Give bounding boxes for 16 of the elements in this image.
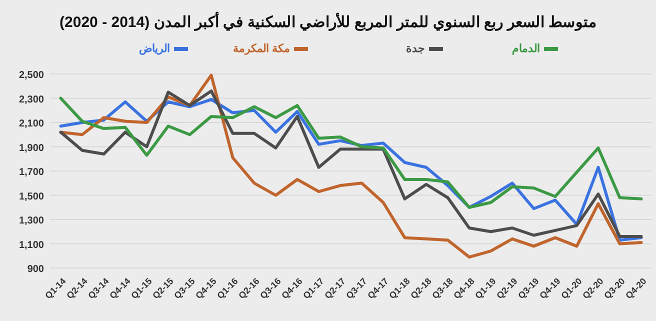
legend-label: الرياض (139, 43, 170, 55)
y-tick-label: 2,500 (18, 70, 44, 81)
y-tick-label: 1,300 (18, 216, 44, 226)
legend-label: جدة (406, 43, 425, 55)
line-series (59, 96, 643, 209)
y-tick-label: 2,100 (18, 118, 44, 130)
legend-label: الدمام (512, 43, 540, 55)
y-tick-label: 1,700 (18, 167, 44, 178)
y-tick-label: 2,300 (18, 94, 44, 106)
chart-title: متوسط السعر ربع السنوي للمتر المربع للأراضي السكنية في أكبر المدن (2014 - 2020) (60, 11, 596, 32)
legend-label: مكة المكرمة (232, 43, 290, 55)
y-tick-label: 900 (27, 264, 44, 275)
line-series (59, 74, 643, 259)
y-tick-label: 1,100 (18, 240, 44, 251)
y-tick-label: 1,500 (18, 191, 44, 202)
y-tick-label: 1,900 (18, 142, 44, 154)
